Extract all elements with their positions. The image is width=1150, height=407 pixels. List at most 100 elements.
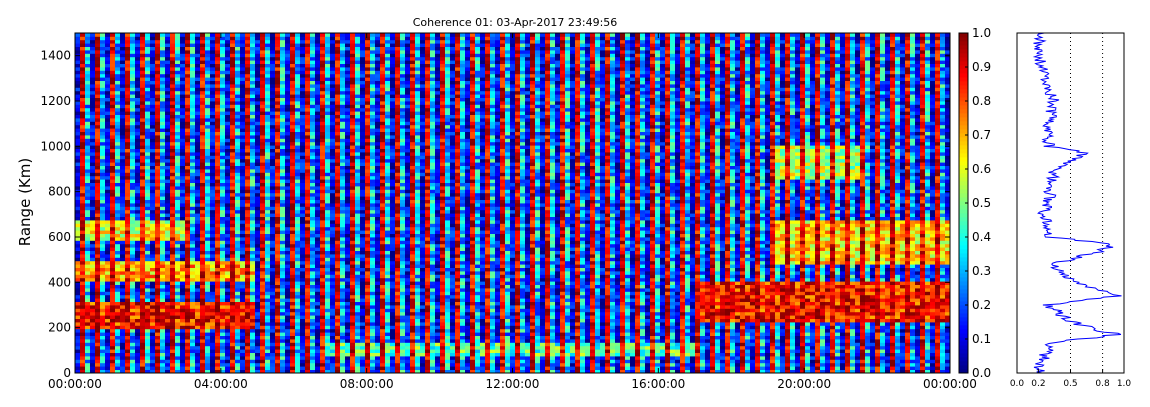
heatmap-cell xyxy=(120,322,126,326)
heatmap-cell xyxy=(190,135,196,139)
heatmap-cell xyxy=(95,50,101,54)
heatmap-cell xyxy=(95,359,101,364)
heatmap-cell xyxy=(85,94,91,98)
heatmap-cell xyxy=(145,172,151,177)
heatmap-cell xyxy=(205,70,211,75)
heatmap-cell xyxy=(205,356,211,360)
heatmap-cell xyxy=(105,281,111,285)
heatmap-cell xyxy=(315,182,321,187)
heatmap-cell xyxy=(145,318,151,323)
heatmap-cell xyxy=(130,318,136,323)
heatmap-cell xyxy=(220,284,226,289)
heatmap-cell xyxy=(230,118,236,122)
heatmap-cell xyxy=(280,182,286,187)
heatmap-cell xyxy=(110,339,116,343)
heatmap-cell xyxy=(240,369,246,374)
heatmap-cell xyxy=(85,243,91,248)
heatmap-cell xyxy=(160,77,166,81)
heatmap-cell xyxy=(110,308,116,313)
heatmap-cell xyxy=(270,50,276,54)
heatmap-cell xyxy=(170,80,176,85)
heatmap-cell xyxy=(295,359,301,364)
heatmap-cell xyxy=(160,145,166,149)
heatmap-cell xyxy=(295,165,301,170)
heatmap-cell xyxy=(90,182,96,187)
heatmap-cell xyxy=(310,84,316,88)
heatmap-cell xyxy=(265,203,271,207)
heatmap-cell xyxy=(200,294,206,299)
heatmap-cell xyxy=(105,104,111,109)
heatmap-cell xyxy=(220,36,226,41)
heatmap-cell xyxy=(270,216,276,221)
heatmap-cell xyxy=(80,63,86,68)
heatmap-cell xyxy=(280,342,286,347)
heatmap-cell xyxy=(85,158,91,163)
heatmap-cell xyxy=(275,257,281,262)
heatmap-cell xyxy=(165,305,171,309)
heatmap-cell xyxy=(155,56,161,61)
heatmap-cell xyxy=(75,158,81,163)
heatmap-cell xyxy=(250,294,256,299)
heatmap-cell xyxy=(175,33,181,37)
heatmap-cell xyxy=(270,213,276,217)
heatmap-cell xyxy=(140,53,146,58)
heatmap-cell xyxy=(105,247,111,251)
heatmap-cell xyxy=(95,152,101,156)
heatmap-cell xyxy=(290,111,296,115)
heatmap-cell xyxy=(300,152,306,156)
heatmap-cell xyxy=(130,46,136,51)
heatmap-cell xyxy=(235,124,241,129)
heatmap-cell xyxy=(95,172,101,177)
heatmap-cell xyxy=(180,325,186,330)
heatmap-cell xyxy=(175,359,181,364)
heatmap-cell xyxy=(215,298,221,302)
heatmap-cell xyxy=(230,281,236,285)
heatmap-cell xyxy=(250,135,256,139)
heatmap-cell xyxy=(160,220,166,224)
heatmap-cell xyxy=(275,260,281,265)
heatmap-cell xyxy=(170,169,176,173)
heatmap-cell xyxy=(175,311,181,316)
heatmap-cell xyxy=(280,369,286,374)
heatmap-cell xyxy=(205,135,211,139)
heatmap-cell xyxy=(230,342,236,347)
heatmap-cell xyxy=(275,152,281,156)
heatmap-cell xyxy=(145,97,151,102)
heatmap-cell xyxy=(145,335,151,340)
heatmap-cell xyxy=(220,87,226,92)
heatmap-cell xyxy=(280,206,286,211)
heatmap-cell xyxy=(230,352,236,357)
heatmap-cell xyxy=(165,155,171,160)
heatmap-cell xyxy=(235,111,241,115)
heatmap-cell xyxy=(225,165,231,170)
heatmap-cell xyxy=(245,213,251,217)
heatmap-cell xyxy=(170,121,176,126)
heatmap-cell xyxy=(105,145,111,149)
heatmap-cell xyxy=(105,301,111,306)
heatmap-cell xyxy=(190,250,196,255)
heatmap-cell xyxy=(275,288,281,292)
heatmap-cell xyxy=(285,179,291,183)
heatmap-cell xyxy=(105,135,111,139)
heatmap-cell xyxy=(80,111,86,115)
heatmap-cell xyxy=(135,80,141,85)
heatmap-cell xyxy=(95,325,101,330)
heatmap-cell xyxy=(250,101,256,105)
heatmap-cell xyxy=(115,203,121,207)
heatmap-cell xyxy=(315,104,321,109)
heatmap-cell xyxy=(255,73,261,78)
heatmap-cell xyxy=(230,33,236,37)
heatmap-cell xyxy=(105,254,111,258)
heatmap-cell xyxy=(195,33,201,37)
heatmap-cell xyxy=(175,87,181,92)
heatmap-cell xyxy=(205,128,211,132)
heatmap-cell xyxy=(185,199,191,204)
heatmap-cell xyxy=(320,77,326,81)
heatmap-cell xyxy=(135,128,141,132)
heatmap-cell xyxy=(90,271,96,275)
heatmap-cell xyxy=(130,84,136,88)
heatmap-cell xyxy=(195,274,201,279)
heatmap-cell xyxy=(265,369,271,374)
heatmap-cell xyxy=(125,46,131,51)
heatmap-cell xyxy=(230,148,236,153)
